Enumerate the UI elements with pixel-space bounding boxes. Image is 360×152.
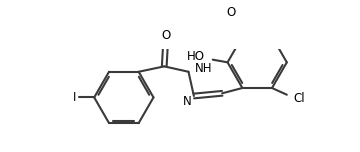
Text: NH: NH	[195, 62, 213, 75]
Text: N: N	[183, 95, 192, 108]
Text: I: I	[73, 91, 76, 104]
Text: O: O	[226, 6, 235, 19]
Text: Cl: Cl	[293, 92, 305, 105]
Text: HO: HO	[186, 50, 204, 63]
Text: O: O	[161, 29, 170, 42]
